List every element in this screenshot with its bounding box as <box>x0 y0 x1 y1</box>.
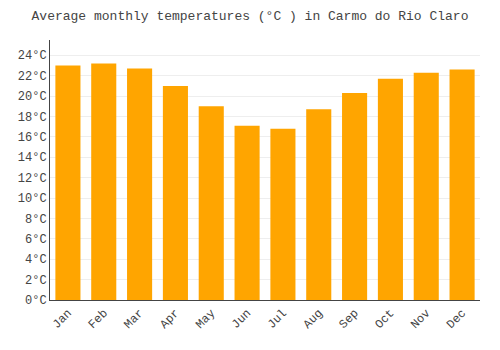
svg-text:8°C: 8°C <box>25 213 47 227</box>
svg-text:Dec: Dec <box>444 307 469 332</box>
svg-text:Average monthly temperatures (: Average monthly temperatures (°C ) in Ca… <box>32 9 469 24</box>
svg-text:4°C: 4°C <box>25 253 47 267</box>
svg-text:18°C: 18°C <box>18 111 47 125</box>
svg-text:Sep: Sep <box>336 307 361 332</box>
svg-text:20°C: 20°C <box>18 90 47 104</box>
svg-text:Mar: Mar <box>121 307 146 332</box>
svg-text:2°C: 2°C <box>25 274 47 288</box>
svg-text:12°C: 12°C <box>18 172 47 186</box>
svg-text:Aug: Aug <box>301 307 326 332</box>
svg-text:6°C: 6°C <box>25 233 47 247</box>
svg-text:14°C: 14°C <box>18 151 47 165</box>
svg-text:May: May <box>193 307 218 332</box>
svg-text:0°C: 0°C <box>25 294 47 308</box>
svg-text:16°C: 16°C <box>18 131 47 145</box>
svg-text:24°C: 24°C <box>18 49 47 63</box>
svg-text:Feb: Feb <box>86 307 111 332</box>
svg-text:22°C: 22°C <box>18 70 47 84</box>
svg-text:10°C: 10°C <box>18 192 47 206</box>
svg-text:Apr: Apr <box>157 307 182 332</box>
svg-text:Jul: Jul <box>265 307 290 332</box>
svg-text:Jun: Jun <box>229 307 254 332</box>
svg-text:Jan: Jan <box>50 307 75 332</box>
svg-text:Oct: Oct <box>372 307 397 332</box>
svg-text:Nov: Nov <box>408 307 433 332</box>
